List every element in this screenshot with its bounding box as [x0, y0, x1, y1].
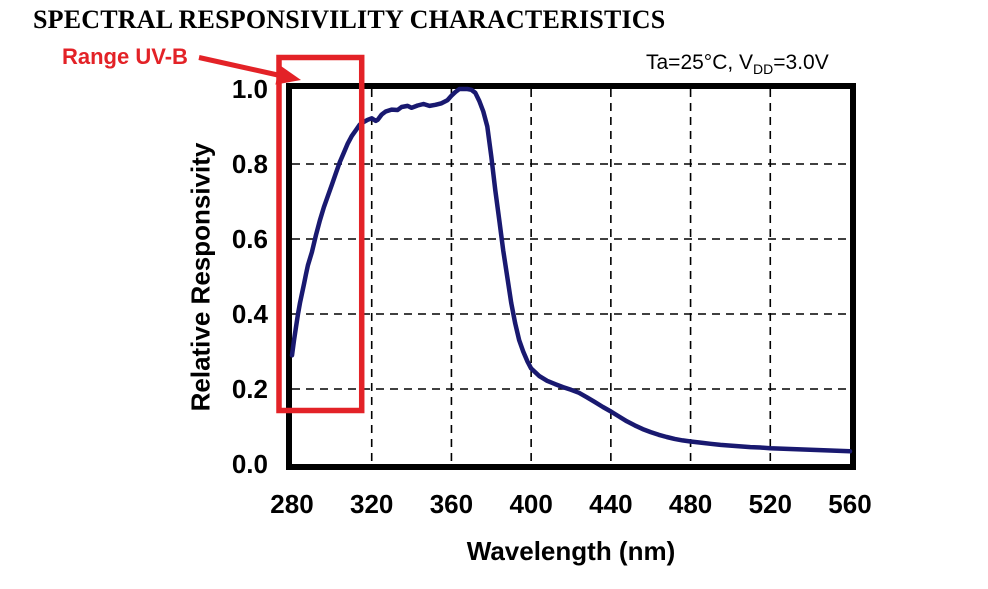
y-tick-label: 0.0 [231, 449, 268, 479]
uvb-arrowhead-icon [275, 65, 301, 85]
plot-frame [286, 83, 856, 470]
x-axis-title: Wavelength (nm) [466, 536, 676, 566]
conditions-suffix: =3.0V [773, 51, 829, 74]
y-tick-label: 0.4 [231, 299, 268, 329]
x-tick-label: 280 [270, 489, 314, 519]
test-conditions-label: Ta=25°C, VDD=3.0V [646, 51, 829, 78]
y-tick-label: 1.0 [231, 74, 268, 104]
gridlines [292, 89, 850, 464]
x-tick-label: 560 [828, 489, 872, 519]
x-tick-label: 520 [748, 489, 792, 519]
uvb-highlight-box [276, 54, 365, 414]
conditions-prefix: Ta=25°C, V [646, 51, 754, 74]
uvb-range-label: Range UV-B [62, 44, 188, 69]
x-tick-label: 440 [589, 489, 633, 519]
y-tick-label: 0.2 [231, 374, 268, 404]
response-curve [289, 86, 853, 454]
uvb-arrow [198, 55, 301, 85]
x-tick-label: 480 [668, 489, 713, 519]
x-tick-label: 360 [429, 489, 474, 519]
y-axis-title: Relative Responsivity [185, 142, 216, 412]
x-tick-label: 320 [350, 489, 394, 519]
y-tick-label: 0.8 [231, 149, 268, 179]
x-tick-label: 400 [509, 489, 553, 519]
uvb-arrow-line [198, 55, 281, 78]
conditions-subscript: DD [753, 61, 774, 78]
y-tick-label: 0.6 [231, 224, 268, 254]
page-title: SPECTRAL RESPONSIVILITY CHARACTERISTICS [33, 5, 666, 34]
